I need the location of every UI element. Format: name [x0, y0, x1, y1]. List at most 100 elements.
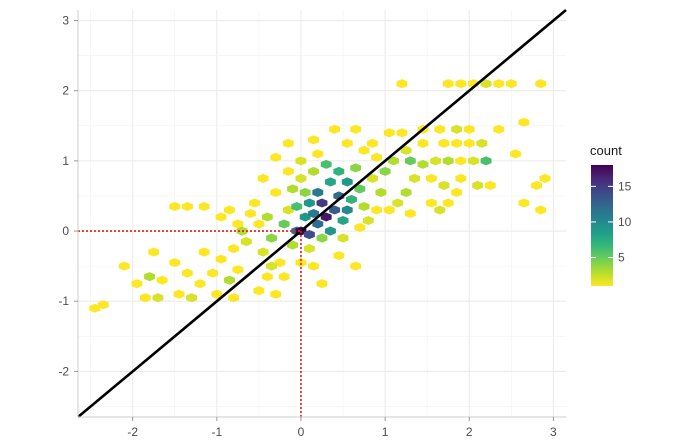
- hexbin-cell: [173, 289, 185, 299]
- hexbin-cell: [156, 275, 168, 285]
- hexbin-cell: [337, 215, 349, 226]
- legend-tick-label: 15: [618, 179, 632, 193]
- hexbin-cell: [223, 275, 235, 285]
- hexbin-cell: [312, 149, 324, 159]
- hexbin-cell: [245, 208, 256, 219]
- hexbin-cell: [379, 166, 391, 176]
- hexbin-cell: [278, 272, 290, 282]
- hexbin-cell: [404, 208, 416, 219]
- hexbin-cell: [362, 215, 374, 226]
- y-tick-label: 1: [62, 154, 69, 168]
- hexbin-cell: [333, 251, 345, 261]
- hexbin-cell: [253, 286, 265, 296]
- y-tick-label: -1: [58, 294, 69, 308]
- y-tick-label: 0: [62, 224, 69, 238]
- hexbin-cell: [308, 166, 320, 176]
- hexbin-cell: [455, 79, 467, 89]
- hexbin-cell: [249, 198, 261, 208]
- legend-colorbar: [591, 165, 613, 286]
- hexbin-cell: [308, 261, 320, 271]
- y-tick-label: 2: [62, 84, 69, 98]
- hexbin-cell: [316, 279, 328, 289]
- hexbin-cell: [131, 279, 143, 289]
- x-tick-label: 3: [550, 425, 557, 439]
- hexbin-cell: [257, 173, 269, 183]
- hexbin-cell: [341, 138, 353, 148]
- hexbin-cell: [303, 198, 315, 208]
- x-tick-label: -2: [127, 425, 138, 439]
- hexbin-cell: [451, 187, 463, 197]
- hexbin-cell: [417, 138, 429, 148]
- hexbin-cell: [211, 289, 223, 299]
- hexbin-cell: [409, 173, 421, 183]
- legend-title: count: [590, 143, 622, 158]
- identity-line: [77, 9, 567, 418]
- hexbin-cell: [358, 145, 370, 155]
- hexbin-cell: [367, 173, 378, 183]
- hexbin-cell: [181, 268, 193, 278]
- hexbin-cell: [207, 268, 219, 278]
- hexbin-cell: [282, 138, 294, 148]
- hexbin-cell: [266, 233, 277, 243]
- hexbin-cell: [303, 244, 315, 254]
- hexbin-cell: [341, 177, 353, 187]
- y-tick-label: -2: [58, 364, 69, 378]
- hexbin-cell: [455, 156, 467, 166]
- crosshair-layer: [78, 230, 302, 417]
- hexbin-cell: [253, 219, 265, 229]
- hexbin-cell: [181, 201, 193, 212]
- plot-grid: [78, 10, 566, 417]
- hexbin-cell: [371, 205, 383, 215]
- hexbin-cell: [383, 128, 395, 138]
- hexbin-cell: [270, 152, 282, 162]
- x-tick-label: 1: [382, 425, 389, 439]
- legend-tick-label: 10: [618, 215, 632, 229]
- hexbin-cell: [476, 138, 488, 148]
- hexbin-cell: [186, 293, 198, 303]
- hexbin-cell: [257, 247, 269, 257]
- hexbin-cell: [400, 187, 412, 197]
- hexbin-cell: [354, 223, 366, 233]
- hexbin-cell: [442, 79, 454, 89]
- hexbin-cell: [312, 187, 324, 197]
- hexbin-cell: [337, 233, 349, 243]
- hexbin-cell: [223, 205, 235, 215]
- hexbin-cell: [425, 198, 437, 208]
- hexbin-cell: [316, 233, 328, 243]
- hexbin-cell: [472, 180, 484, 190]
- color-legend: count 5 10 15: [590, 143, 632, 286]
- hexbin-cell: [261, 272, 273, 282]
- hexbin-layer: [89, 79, 551, 313]
- hexbin-cell: [434, 205, 446, 215]
- hexbin-cell: [215, 254, 227, 264]
- hexbin-cell: [417, 159, 429, 169]
- hexbin-cell: [388, 156, 399, 166]
- hexbin-cell: [463, 124, 475, 134]
- hexbin-cell: [320, 159, 332, 169]
- hexbin-cell: [287, 240, 299, 250]
- hexbin-cell: [266, 261, 277, 271]
- hexbin-cell: [118, 261, 130, 271]
- x-tick-label: -1: [211, 425, 222, 439]
- hexbin-cell: [350, 261, 362, 271]
- hexbin-cell: [152, 293, 164, 303]
- hexbin-cell: [299, 212, 311, 222]
- hexbin-cell: [354, 184, 366, 194]
- hexbin-cell: [367, 138, 378, 148]
- hexbin-cell: [282, 205, 294, 215]
- hexbin-cell: [438, 180, 450, 190]
- hexbin-cell: [282, 166, 294, 176]
- hexbin-cell: [89, 303, 101, 313]
- hexbin-cell: [531, 180, 543, 190]
- hexbin-cell: [404, 156, 416, 166]
- hexbin-cell: [270, 289, 282, 299]
- hexbin-cell: [518, 117, 530, 127]
- hexbin-cell: [451, 138, 463, 148]
- hexbin-cell: [480, 156, 492, 166]
- hexbin-cell: [438, 138, 450, 148]
- hexbin-cell: [396, 128, 408, 138]
- hexbin-cell: [375, 187, 387, 197]
- hexbin-cell: [451, 124, 463, 134]
- hexbin-cell: [400, 145, 412, 155]
